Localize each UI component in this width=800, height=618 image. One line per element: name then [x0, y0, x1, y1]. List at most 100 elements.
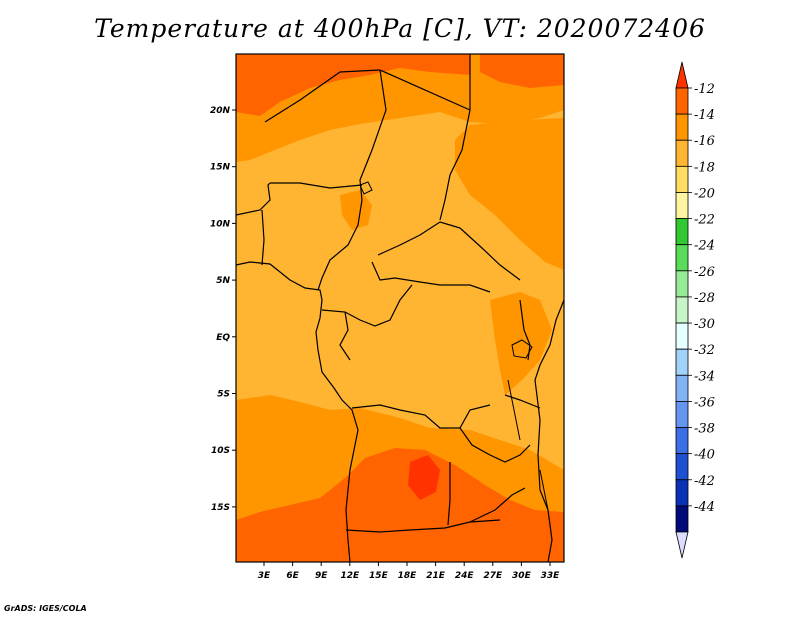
- tanzania-border: [504, 394, 541, 409]
- lon-tick-group: 24E: [455, 562, 474, 581]
- colorbar-label: -28: [694, 291, 715, 306]
- colorbar-label: -24: [694, 239, 715, 254]
- lat-tick-group: 10N: [210, 219, 236, 229]
- lat-tick-label: 20N: [210, 106, 231, 116]
- lon-tick-label: 30E: [512, 571, 532, 581]
- colorbar-label: -18: [694, 160, 715, 175]
- car-northern-border: [377, 221, 461, 256]
- lon-tick-label: 21E: [426, 571, 446, 581]
- lon-tick-label: 12E: [340, 571, 360, 581]
- colorbar-swatch: [675, 322, 689, 350]
- togo-benin-border: [261, 209, 265, 266]
- field-sahel-warm: [340, 190, 372, 230]
- zambia-zimbabwe-border: [469, 487, 526, 523]
- temperature-field: [236, 54, 564, 562]
- lake-malawi: [539, 469, 549, 511]
- lon-tick-label: 18E: [398, 571, 418, 581]
- colorbar-swatch: [675, 113, 689, 141]
- lon-tick-label: 3E: [258, 571, 271, 581]
- lon-tick-group: 33E: [541, 562, 561, 581]
- colorbar-label: -34: [694, 369, 715, 384]
- colorbar-label: -30: [694, 317, 715, 332]
- lake-chad: [359, 181, 373, 195]
- colorbar-label: -20: [694, 186, 715, 201]
- colorbar-swatch: [675, 218, 689, 246]
- colorbar-swatch: [675, 270, 689, 298]
- gabon-border: [321, 309, 351, 361]
- lat-tick-label: 15S: [211, 503, 230, 513]
- colorbar-label: -36: [694, 395, 715, 410]
- lake-victoria: [511, 339, 533, 359]
- ghana-burkina-border: [236, 182, 271, 216]
- colorbar-label: -42: [694, 474, 715, 489]
- lon-tick-label: 33E: [541, 571, 561, 581]
- colorbar-swatch: [675, 87, 689, 115]
- lat-tick-label: 10N: [210, 219, 231, 229]
- car-southern-border: [371, 261, 491, 293]
- colorbar-label: -12: [694, 82, 715, 97]
- east-coastline: [534, 299, 564, 562]
- colorbar-swatch: [675, 165, 689, 193]
- lat-tick-group: 20N: [210, 106, 236, 116]
- colorbar-label: -22: [694, 213, 715, 228]
- field-northeast-warm: [455, 118, 564, 270]
- lat-tick-group: 15N: [210, 163, 236, 173]
- lon-tick-group: 12E: [340, 562, 360, 581]
- field-east-africa-warm: [490, 292, 552, 395]
- lon-tick-group: 30E: [512, 562, 532, 581]
- lat-tick-group: EQ: [216, 333, 236, 343]
- lat-tick-group: 15S: [211, 503, 236, 513]
- colorbar-label: -26: [694, 265, 715, 280]
- algeria-niger-border: [264, 69, 381, 123]
- colorbar-top-triangle: [675, 61, 689, 89]
- field-far-north-warmer: [236, 54, 470, 116]
- colorbar-bottom-triangle: [675, 531, 689, 559]
- lon-tick-label: 9E: [315, 571, 328, 581]
- field-angola-core: [408, 455, 440, 500]
- nigeria-cameroon-border: [317, 199, 363, 291]
- lake-tanganyika: [507, 379, 521, 441]
- colorbar-swatch: [675, 244, 689, 272]
- chad-sudan-border: [439, 109, 471, 221]
- colorbar-swatch: [675, 296, 689, 324]
- libya-south-border: [379, 69, 471, 111]
- latitude-ticks: 20N 15N 10N 5N EQ 5S 10S 15S: [210, 106, 236, 513]
- colorbar-label: -14: [694, 108, 715, 123]
- colorbar-swatch: [675, 505, 689, 533]
- lat-tick-label: 15N: [210, 163, 231, 173]
- colorbar-swatch: [675, 192, 689, 219]
- nigeria-niger-border: [270, 182, 363, 189]
- lat-tick-group: 5N: [216, 276, 236, 286]
- lon-tick-group: 27E: [483, 562, 503, 581]
- lon-tick-group: 9E: [315, 562, 328, 581]
- colorbar-swatch: [675, 427, 689, 455]
- map-title: Temperature at 400hPa [C], VT: 202007240…: [94, 14, 706, 43]
- colorbar-label: -44: [694, 500, 715, 515]
- drc-zambia-border: [459, 427, 531, 463]
- lat-tick-label: 10S: [211, 446, 230, 456]
- colorbar-swatch: [675, 374, 689, 402]
- lon-tick-group: 21E: [426, 562, 446, 581]
- angola-zambia-border: [447, 462, 451, 526]
- colorbar-swatch: [675, 348, 689, 376]
- lon-tick-group: 6E: [286, 562, 300, 581]
- map-frame: [235, 53, 565, 563]
- lon-tick-label: 6E: [286, 571, 299, 581]
- lon-tick-group: 15E: [369, 562, 389, 581]
- lon-tick-label: 15E: [369, 571, 389, 581]
- congo-drc-border: [344, 284, 413, 327]
- colorbar-swatch: [675, 139, 689, 167]
- grads-credit: GrADS: IGES/COLA: [4, 604, 87, 613]
- lon-tick-group: 18E: [398, 562, 418, 581]
- lakes: [359, 181, 549, 511]
- lon-tick-label: 27E: [483, 571, 503, 581]
- drc-angola-border: [351, 404, 491, 429]
- lat-tick-label: 5S: [217, 390, 230, 400]
- lat-tick-label: EQ: [216, 333, 230, 343]
- lat-tick-label: 5N: [216, 276, 230, 286]
- colorbar-label: -38: [694, 422, 715, 437]
- field-northeast-corner: [480, 54, 564, 88]
- colorbar-label: -32: [694, 343, 715, 358]
- colorbar: -12 -14 -16 -18 -20 -22 -24 -26 -28 -30 -32 -34 -36 -…: [675, 61, 715, 559]
